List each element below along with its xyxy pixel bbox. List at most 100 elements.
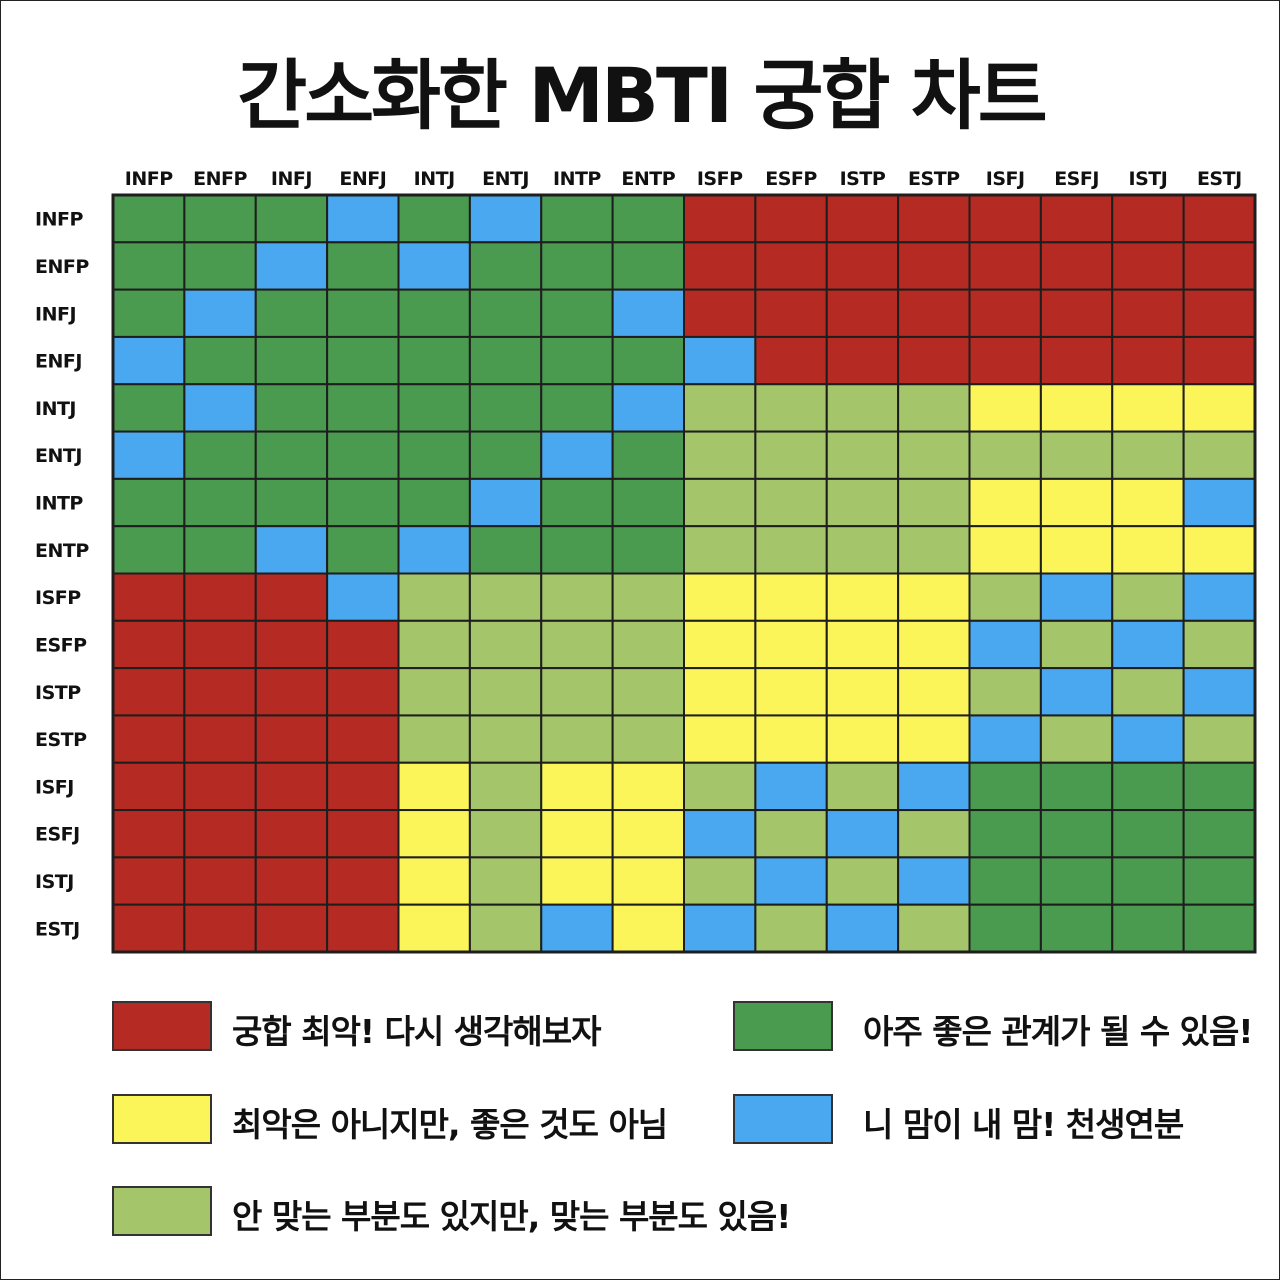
heatmap-cell-enfp-enfj: [326, 241, 400, 291]
heatmap-cell-esfj-estp: [897, 809, 971, 859]
heatmap-cell-entj-isfj: [968, 430, 1042, 480]
heatmap-cell-istj-esfp: [754, 856, 828, 906]
heatmap-cell-estj-infp: [112, 903, 186, 953]
heatmap-cell-entp-entp: [611, 525, 685, 575]
heatmap-cell-enfp-isfj: [968, 241, 1042, 291]
heatmap-cell-istj-infj: [254, 856, 329, 906]
column-label-estj: ESTJ: [1197, 168, 1242, 190]
heatmap-cell-isfj-esfj: [1039, 761, 1114, 812]
heatmap-cell-esfp-isfj: [968, 619, 1042, 670]
heatmap-cell-estj-entj: [468, 903, 543, 953]
heatmap-cell-intj-entp: [611, 383, 685, 433]
heatmap-cell-entp-estp: [897, 525, 971, 575]
heatmap-cell-estj-isfp: [683, 903, 757, 953]
heatmap-cell-enfj-entp: [611, 335, 685, 386]
column-label-intp: INTP: [553, 168, 601, 190]
row-label-esfp: ESFP: [35, 634, 87, 656]
heatmap-cell-infp-enfj: [326, 194, 400, 244]
heatmap-cell-estp-esfp: [754, 714, 828, 764]
heatmap-cell-enfp-intp: [540, 241, 614, 291]
heatmap-cell-intp-entj: [468, 477, 543, 528]
heatmap-cell-entj-enfp: [183, 430, 257, 480]
heatmap-cell-istp-estp: [897, 667, 971, 717]
heatmap-cell-istp-intj: [397, 667, 471, 717]
column-label-isfp: ISFP: [697, 168, 743, 190]
heatmap-cell-estp-istj: [1111, 714, 1185, 764]
legend-label-very-good: 아주 좋은 관계가 될 수 있음!: [863, 1012, 1253, 1051]
heatmap-cell-estp-istp: [825, 714, 900, 764]
heatmap-cell-intp-istp: [825, 477, 900, 528]
heatmap-cell-enfj-istj: [1111, 335, 1185, 386]
heatmap-cell-infp-isfp: [683, 194, 757, 244]
heatmap-cell-intp-estj: [1182, 477, 1256, 528]
heatmap-cell-intj-intp: [540, 383, 614, 433]
heatmap-cell-estp-isfp: [683, 714, 757, 764]
heatmap-cell-estj-istj: [1111, 903, 1185, 953]
heatmap-cell-esfj-infp: [112, 809, 186, 859]
column-label-intj: INTJ: [414, 168, 455, 190]
heatmap-cell-istj-intp: [540, 856, 614, 906]
heatmap-cells: [112, 194, 1256, 953]
heatmap-cell-estj-estj: [1182, 903, 1256, 953]
heatmap-cell-istp-infp: [112, 667, 186, 717]
heatmap-cell-infj-enfp: [183, 288, 257, 338]
row-label-enfj: ENFJ: [35, 351, 82, 373]
heatmap-cell-istj-enfj: [326, 856, 400, 906]
heatmap-cell-esfj-isfj: [968, 809, 1042, 859]
heatmap-cell-enfp-esfj: [1039, 241, 1114, 291]
heatmap-cell-intp-isfp: [683, 477, 757, 528]
heatmap-cell-isfj-infp: [112, 761, 186, 812]
heatmap-cell-isfp-estp: [897, 572, 971, 622]
heatmap-cell-entj-estj: [1182, 430, 1256, 480]
heatmap-cell-enfj-intp: [540, 335, 614, 386]
row-label-estp: ESTP: [35, 729, 87, 751]
row-label-estj: ESTJ: [35, 918, 80, 940]
heatmap-cell-istp-esfp: [754, 667, 828, 717]
row-label-istj: ISTJ: [35, 871, 74, 893]
row-label-entj: ENTJ: [35, 445, 82, 467]
heatmap-cell-isfj-estp: [897, 761, 971, 812]
heatmap-cell-intj-esfp: [754, 383, 828, 433]
heatmap-cell-infj-estj: [1182, 288, 1256, 338]
heatmap-cell-istp-esfj: [1039, 667, 1114, 717]
heatmap-cell-istj-isfj: [968, 856, 1042, 906]
legend-label-mixed: 안 맞는 부분도 있지만, 맞는 부분도 있음!: [232, 1197, 791, 1236]
heatmap-cell-infj-istp: [825, 288, 900, 338]
column-label-estp: ESTP: [908, 168, 960, 190]
heatmap-cell-esfj-isfp: [683, 809, 757, 859]
heatmap-cell-enfp-estp: [897, 241, 971, 291]
heatmap-cell-estp-entp: [611, 714, 685, 764]
heatmap-cell-enfp-entj: [468, 241, 543, 291]
heatmap-cell-infp-estp: [897, 194, 971, 244]
heatmap-cell-entp-intj: [397, 525, 471, 575]
heatmap-cell-istj-isfp: [683, 856, 757, 906]
heatmap-cell-estj-entp: [611, 903, 685, 953]
heatmap-cell-infj-entj: [468, 288, 543, 338]
heatmap-cell-intj-isfj: [968, 383, 1042, 433]
heatmap-cell-entj-isfp: [683, 430, 757, 480]
heatmap-cell-intp-enfp: [183, 477, 257, 528]
heatmap-cell-istj-infp: [112, 856, 186, 906]
heatmap-cell-intj-istp: [825, 383, 900, 433]
column-label-esfj: ESFJ: [1054, 168, 1099, 190]
heatmap-cell-enfj-estj: [1182, 335, 1256, 386]
heatmap-cell-entp-esfp: [754, 525, 828, 575]
heatmap-cell-intj-isfp: [683, 383, 757, 433]
heatmap-cell-istp-estj: [1182, 667, 1256, 717]
heatmap-cell-isfj-infj: [254, 761, 329, 812]
legend-swatch-so-so: [112, 1094, 212, 1144]
heatmap-cell-infp-intp: [540, 194, 614, 244]
row-label-isfp: ISFP: [35, 587, 81, 609]
column-label-infj: INFJ: [271, 168, 312, 190]
heatmap-cell-esfp-infp: [112, 619, 186, 670]
heatmap-cell-esfp-intj: [397, 619, 471, 670]
heatmap-cell-intj-enfj: [326, 383, 400, 433]
heatmap-cell-istp-isfp: [683, 667, 757, 717]
heatmap-cell-entp-istj: [1111, 525, 1185, 575]
heatmap-cell-intp-enfj: [326, 477, 400, 528]
heatmap-cell-isfp-enfj: [326, 572, 400, 622]
heatmap-cell-infj-isfp: [683, 288, 757, 338]
heatmap-cell-esfp-infj: [254, 619, 329, 670]
heatmap-cell-intp-infp: [112, 477, 186, 528]
heatmap-cell-estj-istp: [825, 903, 900, 953]
